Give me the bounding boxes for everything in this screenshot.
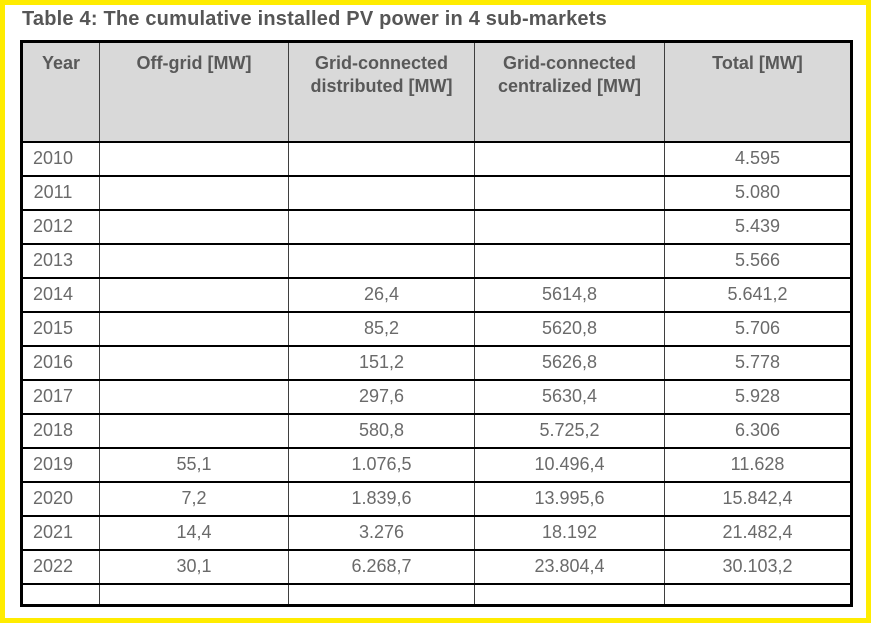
partial-clipped-row [21, 582, 852, 606]
cell-distributed [288, 582, 475, 606]
cell-year: 2011 [21, 174, 100, 211]
cell-centralized: 23.804,4 [474, 548, 665, 585]
cell-total: 5.778 [664, 344, 852, 381]
cell-off-grid [99, 276, 289, 313]
cell-distributed [288, 140, 475, 177]
column-header-grid-centralized: Grid-connected centralized [MW] [474, 40, 665, 143]
cell-off-grid [99, 174, 289, 211]
table-row: 2012 5.439 [21, 208, 852, 245]
cell-off-grid: 14,4 [99, 514, 289, 551]
cell-year: 2015 [21, 310, 100, 347]
cell-off-grid [99, 344, 289, 381]
table-container: Year Off-grid [MW] Grid-connected distri… [20, 40, 856, 618]
cell-distributed: 151,2 [288, 344, 475, 381]
cell-year: 2021 [21, 514, 100, 551]
cell-centralized: 5.725,2 [474, 412, 665, 449]
table-row: 2019 55,1 1.076,5 10.496,4 11.628 [21, 446, 852, 483]
table-row: 2014 26,4 5614,8 5.641,2 [21, 276, 852, 313]
cell-off-grid [99, 242, 289, 279]
cell-year: 2013 [21, 242, 100, 279]
cell-centralized [474, 242, 665, 279]
cell-off-grid [99, 208, 289, 245]
cell-distributed [288, 242, 475, 279]
table-row: 2010 4.595 [21, 140, 852, 177]
cell-centralized [474, 140, 665, 177]
column-header-off-grid: Off-grid [MW] [99, 40, 289, 143]
cell-total: 11.628 [664, 446, 852, 483]
cell-year: 2022 [21, 548, 100, 585]
cell-distributed: 85,2 [288, 310, 475, 347]
cell-distributed [288, 208, 475, 245]
table-row: 2022 30,1 6.268,7 23.804,4 30.103,2 [21, 548, 852, 585]
table-row: 2020 7,2 1.839,6 13.995,6 15.842,4 [21, 480, 852, 517]
cell-total: 6.306 [664, 412, 852, 449]
cell-total: 15.842,4 [664, 480, 852, 517]
cell-year: 2012 [21, 208, 100, 245]
cell-distributed: 580,8 [288, 412, 475, 449]
cell-centralized [474, 208, 665, 245]
cell-year: 2020 [21, 480, 100, 517]
cell-distributed: 1.839,6 [288, 480, 475, 517]
cell-off-grid: 55,1 [99, 446, 289, 483]
table-row: 2016 151,2 5626,8 5.778 [21, 344, 852, 381]
cell-distributed [288, 174, 475, 211]
cell-off-grid [99, 310, 289, 347]
column-header-grid-distributed: Grid-connected distributed [MW] [288, 40, 475, 143]
table-row: 2011 5.080 [21, 174, 852, 211]
header-row: Year Off-grid [MW] Grid-connected distri… [21, 40, 852, 143]
cell-total: 5.439 [664, 208, 852, 245]
cell-distributed: 6.268,7 [288, 548, 475, 585]
table-row: 2021 14,4 3.276 18.192 21.482,4 [21, 514, 852, 551]
cell-distributed: 1.076,5 [288, 446, 475, 483]
table-row: 2017 297,6 5630,4 5.928 [21, 378, 852, 415]
cell-centralized [474, 174, 665, 211]
cell-off-grid [99, 582, 289, 606]
cell-year: 2016 [21, 344, 100, 381]
cell-off-grid [99, 378, 289, 415]
cell-centralized: 5630,4 [474, 378, 665, 415]
column-header-total: Total [MW] [664, 40, 852, 143]
cell-total: 5.706 [664, 310, 852, 347]
table-caption: Table 4: The cumulative installed PV pow… [22, 8, 607, 30]
cell-year: 2019 [21, 446, 100, 483]
cell-centralized [474, 582, 665, 606]
cell-year: 2014 [21, 276, 100, 313]
cell-off-grid [99, 140, 289, 177]
cell-centralized: 5626,8 [474, 344, 665, 381]
table-row: 2013 5.566 [21, 242, 852, 279]
cell-distributed: 3.276 [288, 514, 475, 551]
cell-total: 5.928 [664, 378, 852, 415]
cell-centralized: 13.995,6 [474, 480, 665, 517]
cell-year [21, 582, 100, 606]
cell-centralized: 5620,8 [474, 310, 665, 347]
cell-year: 2018 [21, 412, 100, 449]
cell-centralized: 5614,8 [474, 276, 665, 313]
cell-year: 2017 [21, 378, 100, 415]
cell-distributed: 26,4 [288, 276, 475, 313]
cell-total: 30.103,2 [664, 548, 852, 585]
cell-off-grid [99, 412, 289, 449]
pv-power-table: Year Off-grid [MW] Grid-connected distri… [20, 40, 853, 607]
cell-total: 5.566 [664, 242, 852, 279]
cell-total: 21.482,4 [664, 514, 852, 551]
cell-year: 2010 [21, 140, 100, 177]
cell-centralized: 18.192 [474, 514, 665, 551]
cell-total: 5.641,2 [664, 276, 852, 313]
cell-distributed: 297,6 [288, 378, 475, 415]
cell-total [664, 582, 852, 606]
cell-total: 4.595 [664, 140, 852, 177]
column-header-year: Year [21, 40, 100, 143]
cell-total: 5.080 [664, 174, 852, 211]
cell-centralized: 10.496,4 [474, 446, 665, 483]
cell-off-grid: 30,1 [99, 548, 289, 585]
table-row: 2018 580,8 5.725,2 6.306 [21, 412, 852, 449]
table-row: 2015 85,2 5620,8 5.706 [21, 310, 852, 347]
cell-off-grid: 7,2 [99, 480, 289, 517]
